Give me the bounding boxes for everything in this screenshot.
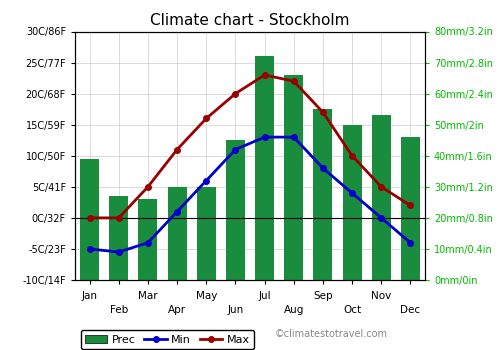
Bar — [110, 196, 128, 280]
Text: Dec: Dec — [400, 305, 420, 315]
Text: Mar: Mar — [138, 291, 158, 301]
Bar — [197, 187, 216, 280]
Text: Aug: Aug — [284, 305, 304, 315]
Bar — [255, 56, 274, 280]
Bar — [314, 109, 332, 280]
Text: Jan: Jan — [82, 291, 98, 301]
Text: Apr: Apr — [168, 305, 186, 315]
Bar — [372, 116, 390, 280]
Bar — [168, 187, 186, 280]
Bar — [401, 137, 420, 280]
Text: May: May — [196, 291, 217, 301]
Bar — [342, 125, 361, 280]
Text: Sep: Sep — [313, 291, 332, 301]
Legend: Prec, Min, Max: Prec, Min, Max — [80, 330, 254, 349]
Title: Climate chart - Stockholm: Climate chart - Stockholm — [150, 13, 350, 28]
Bar — [284, 75, 303, 280]
Text: Jul: Jul — [258, 291, 271, 301]
Bar — [138, 199, 158, 280]
Text: Oct: Oct — [343, 305, 361, 315]
Bar — [80, 159, 99, 280]
Text: Feb: Feb — [110, 305, 128, 315]
Text: Jun: Jun — [228, 305, 244, 315]
Bar — [226, 140, 245, 280]
Text: ©climatestotravel.com: ©climatestotravel.com — [275, 329, 388, 339]
Text: Nov: Nov — [371, 291, 392, 301]
